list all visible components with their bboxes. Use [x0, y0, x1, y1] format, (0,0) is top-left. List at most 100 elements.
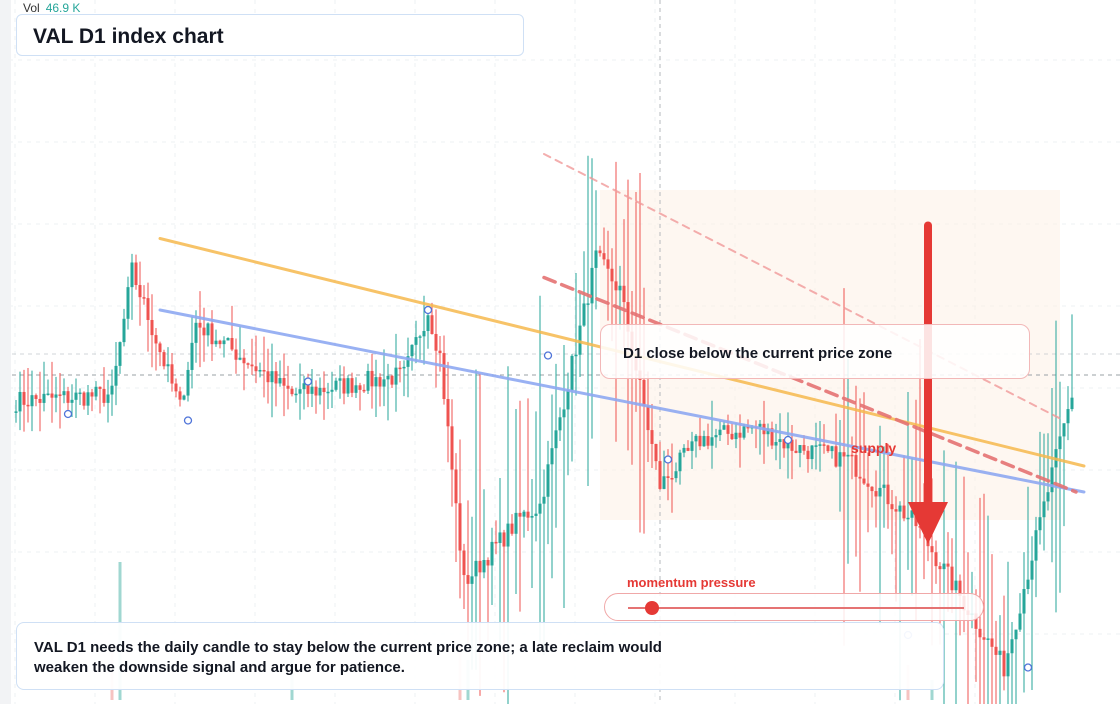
- candle-body: [342, 378, 346, 394]
- supply-zone-label: supply: [851, 440, 897, 456]
- candle-body: [382, 379, 386, 387]
- candle-body: [166, 364, 170, 367]
- candle-body: [490, 541, 494, 566]
- candle-body: [578, 325, 582, 355]
- candle-body: [194, 322, 198, 343]
- candle-body: [14, 411, 18, 413]
- candle-body: [198, 322, 202, 328]
- candle-body: [82, 392, 86, 406]
- candle-body: [366, 370, 370, 391]
- candle-body: [834, 446, 838, 467]
- candle-body: [582, 303, 586, 326]
- candle-body: [302, 383, 306, 390]
- momentum-knob[interactable]: [644, 601, 659, 615]
- momentum-track[interactable]: [604, 593, 984, 621]
- candle-body: [362, 389, 366, 392]
- candle-body: [998, 650, 1002, 655]
- candle-body: [70, 399, 74, 403]
- momentum-pressure-widget: momentum pressure: [604, 574, 986, 622]
- candle-body: [618, 285, 622, 291]
- candle-body: [938, 566, 942, 570]
- candle-body: [106, 394, 110, 403]
- candle-body: [726, 425, 730, 434]
- candle-body: [174, 383, 178, 392]
- candle-body: [686, 447, 690, 451]
- candle-body: [746, 426, 750, 429]
- candle-body: [974, 613, 978, 629]
- candle-body: [802, 445, 806, 451]
- candle-body: [806, 450, 810, 460]
- candle-body: [978, 628, 982, 638]
- candle-body: [170, 364, 174, 384]
- candle-body: [794, 450, 798, 453]
- candle-body: [1002, 650, 1006, 677]
- candle-body: [178, 391, 182, 400]
- candle-body: [650, 430, 654, 444]
- candle-body: [990, 638, 994, 647]
- candle-body: [550, 448, 554, 465]
- candle-body: [206, 323, 210, 336]
- candle-body: [606, 259, 610, 269]
- candle-body: [66, 391, 70, 403]
- series-marker: [63, 409, 73, 419]
- candle-body: [418, 336, 422, 338]
- candle-body: [946, 563, 950, 567]
- candle-body: [910, 510, 914, 518]
- candle-body: [394, 367, 398, 385]
- candle-body: [354, 385, 358, 393]
- candle-body: [950, 566, 954, 591]
- candle-body: [562, 409, 566, 418]
- candle-body: [1010, 639, 1014, 654]
- candle-body: [230, 338, 234, 350]
- candle-body: [442, 353, 446, 400]
- candle-body: [446, 399, 450, 427]
- candle-body: [698, 435, 702, 447]
- candle-body: [890, 504, 894, 510]
- candle-body: [790, 439, 794, 451]
- candle-body: [118, 342, 122, 366]
- candle-body: [190, 342, 194, 370]
- candle-body: [662, 476, 666, 489]
- volume-bar: [930, 680, 934, 700]
- candle-body: [330, 389, 334, 392]
- candle-body: [478, 560, 482, 573]
- candle-body: [598, 250, 602, 254]
- volume-value: 46.9 K: [45, 1, 81, 15]
- candle-body: [74, 392, 78, 400]
- candle-body: [818, 444, 822, 446]
- candle-body: [266, 371, 270, 383]
- signal-arrow-head: [908, 502, 948, 544]
- candle-body: [314, 386, 318, 396]
- candle-body: [78, 392, 82, 395]
- callout-text: D1 close below the current price zone: [623, 345, 893, 362]
- candle-body: [862, 478, 866, 484]
- candle-body: [450, 426, 454, 470]
- candle-body: [374, 377, 378, 387]
- candle-body: [798, 445, 802, 453]
- candle-body: [62, 391, 66, 396]
- momentum-bar: [628, 607, 964, 609]
- candle-body: [542, 496, 546, 504]
- candle-body: [294, 393, 298, 396]
- candle-body: [1026, 579, 1030, 590]
- candle-body: [398, 367, 402, 370]
- candle-body: [538, 503, 542, 514]
- candle-body: [558, 417, 562, 431]
- candle-body: [466, 575, 470, 584]
- candle-body: [222, 340, 226, 345]
- candle-body: [690, 441, 694, 451]
- candle-body: [590, 267, 594, 304]
- candle-body: [530, 515, 534, 518]
- chart-title-box: VAL D1 index chart: [16, 14, 524, 56]
- candle-body: [114, 365, 118, 386]
- candle-body: [390, 375, 394, 385]
- candle-body: [54, 394, 58, 398]
- candle-body: [666, 476, 670, 479]
- candle-body: [658, 461, 662, 489]
- candle-body: [494, 541, 498, 544]
- candle-body: [842, 452, 846, 457]
- candle-body: [278, 378, 282, 384]
- candle-body: [1014, 629, 1018, 640]
- candle-body: [706, 436, 710, 446]
- candle-body: [26, 404, 30, 407]
